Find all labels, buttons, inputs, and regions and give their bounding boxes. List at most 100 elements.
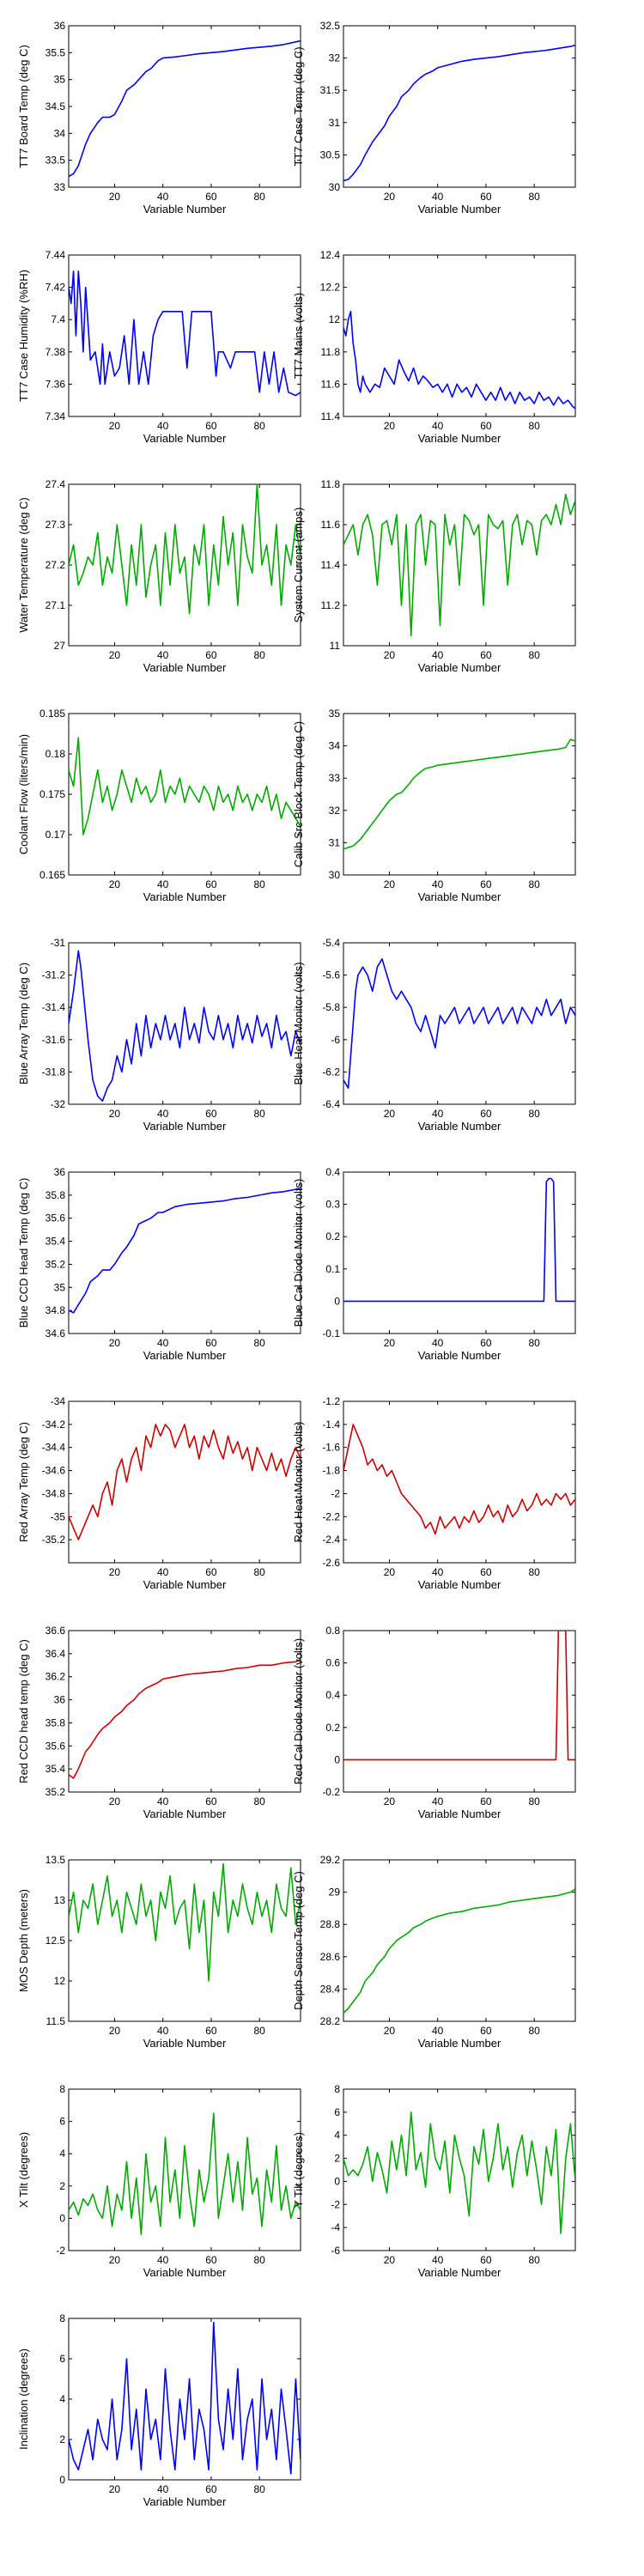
y-axis-label: Coolant Flow (liters/min) xyxy=(17,734,30,854)
y-tick-label: 0.185 xyxy=(39,708,65,720)
x-tick-label: 80 xyxy=(254,2025,266,2037)
chart-panel-5: 20 40 60 80 27 27.1 27.2 27.3 27.4 Variable Numbe… xyxy=(17,478,301,674)
y-tick-label: 0 xyxy=(334,1753,340,1765)
y-tick-label: -31.6 xyxy=(42,1034,66,1046)
x-tick-label: 40 xyxy=(432,191,444,203)
y-tick-label: 0.17 xyxy=(46,829,66,841)
y-tick-label: 6 xyxy=(334,2106,340,2118)
y-tick-label: 0 xyxy=(59,2212,65,2224)
x-axis-label: Variable Number xyxy=(143,661,227,674)
x-tick-label: 60 xyxy=(480,1566,492,1578)
x-tick-label: 80 xyxy=(529,649,541,661)
x-tick-label: 20 xyxy=(384,1566,396,1578)
chart-panel-4: 20 40 60 80 11.4 11.6 11.8 12 12.2 12.4 Variable N… xyxy=(292,249,576,445)
y-tick-label: -34.6 xyxy=(42,1465,66,1477)
y-tick-label: 28.8 xyxy=(320,1918,341,1930)
x-tick-label: 40 xyxy=(157,2483,169,2495)
series-line xyxy=(69,2321,301,2475)
x-tick-label: 20 xyxy=(109,1108,121,1120)
y-tick-label: 4 xyxy=(334,2129,340,2142)
x-tick-label: 20 xyxy=(384,1108,396,1120)
x-axis-label: Variable Number xyxy=(143,1120,227,1133)
y-tick-label: 2 xyxy=(59,2180,65,2192)
y-tick-label: 28.2 xyxy=(320,2015,341,2027)
y-tick-label: 32.5 xyxy=(320,20,341,32)
y-tick-label: 35.6 xyxy=(46,1212,66,1224)
y-tick-label: 7.38 xyxy=(46,346,66,358)
y-axis-label: Depth Sensor Temp (deg C) xyxy=(292,1871,305,2010)
y-tick-label: 12 xyxy=(54,1975,66,1987)
x-tick-label: 20 xyxy=(109,420,121,432)
y-tick-label: 27.3 xyxy=(46,519,66,531)
plot-frame xyxy=(68,2318,301,2481)
plot-frame xyxy=(343,1630,576,1793)
y-tick-label: 0.2 xyxy=(325,1722,340,1734)
y-tick-label: 33.5 xyxy=(46,155,66,167)
y-tick-label: 0.2 xyxy=(325,1230,340,1242)
x-tick-label: 40 xyxy=(432,1337,444,1349)
series-line xyxy=(343,1631,575,1761)
y-axis-label: MOS Depth (meters) xyxy=(17,1889,30,1992)
y-tick-label: 34.6 xyxy=(46,1327,66,1340)
x-axis-label: Variable Number xyxy=(143,1349,227,1362)
y-tick-label: 0 xyxy=(334,2175,340,2187)
x-tick-label: 80 xyxy=(529,2254,541,2266)
x-tick-label: 60 xyxy=(205,420,217,432)
plot-frame xyxy=(68,1630,301,1793)
y-tick-label: -32 xyxy=(51,1098,66,1110)
x-tick-label: 80 xyxy=(254,191,266,203)
y-tick-label: 7.4 xyxy=(51,313,65,325)
y-tick-label: 35.8 xyxy=(46,1189,66,1201)
chart-panel-18: 20 40 60 80 28.2 28.4 28.6 28.8 29 29.2 Variable N… xyxy=(292,1854,576,2050)
chart-panel-11: 20 40 60 80 34.6 34.8 35 35.2 35.4 35.6 35.8 36 Vari… xyxy=(17,1166,301,1362)
x-tick-label: 80 xyxy=(254,878,266,890)
y-tick-label: 34 xyxy=(329,740,341,752)
y-tick-label: 8 xyxy=(59,2312,65,2324)
y-tick-label: -34.8 xyxy=(42,1487,66,1499)
series-line xyxy=(69,950,301,1102)
x-tick-label: 20 xyxy=(109,1566,121,1578)
x-tick-label: 60 xyxy=(480,1337,492,1349)
x-axis-label: Variable Number xyxy=(143,432,227,445)
series-line xyxy=(69,270,301,397)
x-tick-label: 40 xyxy=(432,1108,444,1120)
y-tick-label: -31.4 xyxy=(42,1001,66,1013)
x-tick-label: 20 xyxy=(109,2025,121,2037)
series-line xyxy=(343,44,575,182)
x-tick-label: 60 xyxy=(480,1108,492,1120)
y-tick-label: -34 xyxy=(51,1395,66,1407)
y-tick-label: 7.44 xyxy=(46,249,66,261)
y-tick-label: 0.8 xyxy=(325,1625,340,1637)
y-tick-label: -2 xyxy=(56,2245,65,2257)
x-axis-label: Variable Number xyxy=(143,2266,227,2279)
y-tick-label: -2 xyxy=(331,2198,340,2210)
x-tick-label: 20 xyxy=(384,1795,396,1807)
x-axis-label: Variable Number xyxy=(143,890,227,903)
x-tick-label: 20 xyxy=(109,1795,121,1807)
plot-frame xyxy=(343,2088,576,2251)
y-tick-label: 36.2 xyxy=(46,1671,66,1683)
plot-frame xyxy=(68,1859,301,2022)
plot-frame xyxy=(343,254,576,417)
y-tick-label: 0 xyxy=(59,2474,65,2486)
x-tick-label: 40 xyxy=(432,420,444,432)
y-tick-label: 36.6 xyxy=(46,1625,66,1637)
y-tick-label: -35.2 xyxy=(42,1534,66,1546)
y-tick-label: 11.4 xyxy=(321,559,341,571)
x-axis-label: Variable Number xyxy=(418,2037,501,2050)
series-line xyxy=(69,1424,301,1540)
x-tick-label: 80 xyxy=(254,1108,266,1120)
y-tick-label: 36 xyxy=(54,20,66,32)
y-tick-label: 35 xyxy=(329,708,341,720)
x-axis-label: Variable Number xyxy=(418,2266,501,2279)
chart-panel-10: 20 40 60 80 -6.4 -6.2 -6 -5.8 -5.6 -5.4 Variable N… xyxy=(292,937,576,1133)
x-tick-label: 60 xyxy=(205,2254,217,2266)
x-tick-label: 80 xyxy=(254,649,266,661)
y-tick-label: -5.4 xyxy=(322,937,340,949)
x-tick-label: 80 xyxy=(529,1337,541,1349)
x-tick-label: 20 xyxy=(384,1337,396,1349)
y-tick-label: 11.2 xyxy=(321,599,341,611)
series-line xyxy=(343,493,575,637)
x-tick-label: 40 xyxy=(432,878,444,890)
